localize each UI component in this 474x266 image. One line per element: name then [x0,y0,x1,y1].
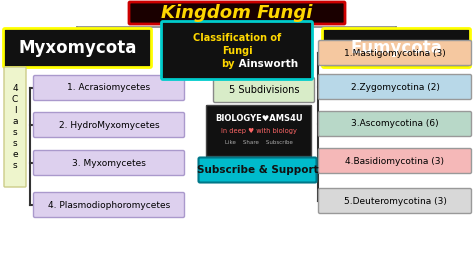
FancyBboxPatch shape [34,76,184,101]
Text: Eumycota: Eumycota [351,39,442,57]
FancyBboxPatch shape [319,74,472,99]
Text: 2. HydroMyxomycetes: 2. HydroMyxomycetes [59,120,159,130]
Text: 1. Acrasiomycetes: 1. Acrasiomycetes [67,84,151,93]
Text: 3.Ascomycotina (6): 3.Ascomycotina (6) [351,119,439,128]
FancyBboxPatch shape [4,67,26,187]
Text: Classification of: Classification of [193,34,281,43]
Text: 4.Basidiomycotina (3): 4.Basidiomycotina (3) [346,156,445,165]
FancyBboxPatch shape [319,111,472,136]
Text: 1.Mastigomycotina (3): 1.Mastigomycotina (3) [344,48,446,57]
FancyBboxPatch shape [162,22,312,80]
Text: 5 Subdivisions: 5 Subdivisions [229,85,299,95]
Text: Fungi: Fungi [222,45,252,56]
Text: Kingdom Fungi: Kingdom Fungi [161,4,313,22]
FancyBboxPatch shape [199,157,317,182]
FancyBboxPatch shape [322,28,471,68]
Text: Subscribe & Support: Subscribe & Support [197,165,319,175]
FancyBboxPatch shape [213,77,315,102]
Text: 4. Plasmodiophoromycetes: 4. Plasmodiophoromycetes [48,201,170,210]
Text: Ainsworth: Ainsworth [235,59,298,69]
FancyBboxPatch shape [3,28,152,68]
FancyBboxPatch shape [34,151,184,176]
FancyBboxPatch shape [319,40,472,65]
Text: 4
C
l
a
s
s
e
s: 4 C l a s s e s [12,84,18,170]
FancyBboxPatch shape [207,106,311,156]
Text: 2.Zygomycotina (2): 2.Zygomycotina (2) [351,82,439,92]
FancyBboxPatch shape [319,189,472,214]
Text: 5.Deuteromycotina (3): 5.Deuteromycotina (3) [344,197,447,206]
Text: BIOLOGYE♥AMS4U: BIOLOGYE♥AMS4U [215,114,303,123]
Text: Like    Share    Subscribe: Like Share Subscribe [225,139,293,144]
Text: 3. Myxomycetes: 3. Myxomycetes [72,159,146,168]
Text: In deep ♥ with biology: In deep ♥ with biology [221,128,297,134]
Text: Myxomycota: Myxomycota [18,39,137,57]
FancyBboxPatch shape [319,148,472,173]
FancyBboxPatch shape [34,193,184,218]
Text: by: by [221,59,235,69]
FancyBboxPatch shape [34,113,184,138]
FancyBboxPatch shape [129,2,345,24]
